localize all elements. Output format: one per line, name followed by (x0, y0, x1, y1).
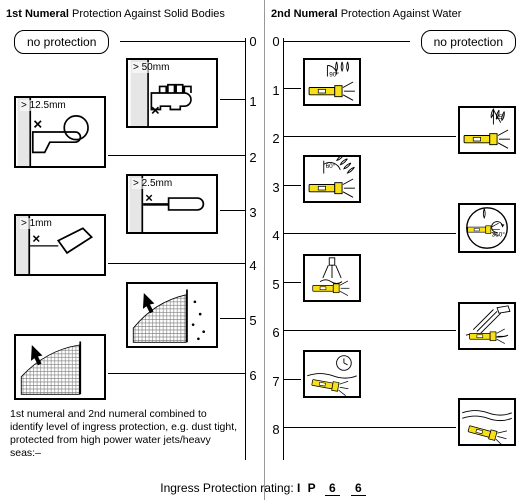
lead-l2 (108, 155, 246, 156)
lead-r7 (283, 379, 301, 380)
water-cell-2: 15° (458, 106, 516, 154)
svg-text:✕: ✕ (32, 233, 41, 245)
right-header-bold: 2nd Numeral (271, 8, 338, 20)
dust-tight-icon (16, 336, 104, 398)
immersion-temp-icon (305, 352, 359, 396)
water-cell-1: 90° (303, 58, 361, 106)
right-axis (283, 38, 284, 460)
dust-limited-icon (128, 284, 216, 346)
left-num-6: 6 (246, 368, 260, 383)
left-num-4: 4 (246, 258, 260, 273)
water-column: 2nd Numeral Protection Against Water no … (265, 0, 530, 500)
solid-bodies-column: 1st Numeral Protection Against Solid Bod… (0, 0, 265, 500)
left-no-protection: no protection (14, 30, 109, 54)
solid-cell-4-label: > 1mm (20, 218, 53, 229)
lead-l6 (108, 373, 246, 374)
water-cell-7 (303, 350, 361, 398)
lead-r8 (283, 427, 456, 428)
left-header: 1st Numeral Protection Against Solid Bod… (6, 8, 258, 20)
left-header-rest: Protection Against Solid Bodies (72, 8, 225, 20)
lead-r1 (283, 88, 301, 89)
right-num-2: 2 (269, 131, 283, 146)
svg-text:✕: ✕ (33, 118, 43, 132)
lead-r2 (283, 136, 456, 137)
ip-rating-diagram: 1st Numeral Protection Against Solid Bod… (0, 0, 530, 500)
left-num-5: 5 (246, 313, 260, 328)
solid-cell-3: > 2.5mm ✕ (126, 174, 218, 234)
right-no-protection: no protection (421, 30, 516, 54)
lead-r6 (283, 330, 456, 331)
right-num-7: 7 (269, 374, 283, 389)
svg-text:15°: 15° (495, 113, 505, 121)
solid-cell-3-label: > 2.5mm (132, 178, 173, 189)
right-header: 2nd Numeral Protection Against Water (271, 8, 524, 20)
solid-cell-6 (14, 334, 106, 400)
right-no-protection-lead (283, 41, 410, 42)
lead-r4 (283, 233, 456, 234)
lead-l1 (220, 99, 246, 100)
lead-l3 (220, 210, 246, 211)
footer-rating: Ingress Protection rating: I P 6 6 (0, 481, 530, 496)
svg-text:✕: ✕ (145, 193, 154, 204)
right-num-4: 4 (269, 228, 283, 243)
right-num-3: 3 (269, 180, 283, 195)
lead-r3 (283, 185, 301, 186)
left-num-3: 3 (246, 205, 260, 220)
drip-90-icon: 90° (305, 60, 359, 104)
left-num-1: 1 (246, 94, 260, 109)
left-num-2: 2 (246, 150, 260, 165)
water-cell-4: 360° (458, 203, 516, 253)
splash-360-icon: 360° (460, 205, 514, 251)
immersion-cont-icon (460, 400, 514, 444)
right-num-0: 0 (269, 34, 283, 49)
spray-60-icon: 60° (305, 157, 359, 201)
footer-d1: 6 (325, 481, 340, 496)
solid-cell-2: > 12.5mm ✕ (14, 96, 106, 168)
water-cell-6 (458, 302, 516, 350)
right-num-6: 6 (269, 325, 283, 340)
solid-cell-4: > 1mm ✕ (14, 214, 106, 276)
right-num-8: 8 (269, 422, 283, 437)
solid-cell-2-label: > 12.5mm (20, 100, 67, 111)
svg-text:90°: 90° (329, 71, 339, 79)
solid-cell-5 (126, 282, 218, 348)
right-num-1: 1 (269, 83, 283, 98)
footer-rating-label: Ingress Protection rating: (160, 481, 293, 495)
footer-ip: I P (297, 481, 318, 495)
solid-cell-1: > 50mm ✕ (126, 58, 218, 128)
svg-text:✕: ✕ (151, 105, 161, 117)
jet-icon (305, 256, 359, 300)
footer-note: 1st numeral and 2nd numeral combined to … (10, 408, 240, 461)
right-header-rest: Protection Against Water (341, 8, 462, 20)
left-num-0: 0 (246, 34, 260, 49)
water-cell-8 (458, 398, 516, 446)
solid-cell-1-label: > 50mm (132, 62, 170, 73)
lead-l5 (220, 318, 246, 319)
drip-15-icon: 15° (460, 108, 514, 152)
right-num-5: 5 (269, 277, 283, 292)
footer-d2: 6 (351, 481, 366, 496)
left-no-protection-lead (120, 41, 246, 42)
left-header-bold: 1st Numeral (6, 8, 69, 20)
powerful-jet-icon (460, 304, 514, 348)
water-cell-5 (303, 254, 361, 302)
svg-text:60°: 60° (326, 162, 336, 170)
water-cell-3: 60° (303, 155, 361, 203)
lead-l4 (108, 263, 246, 264)
lead-r5 (283, 282, 301, 283)
